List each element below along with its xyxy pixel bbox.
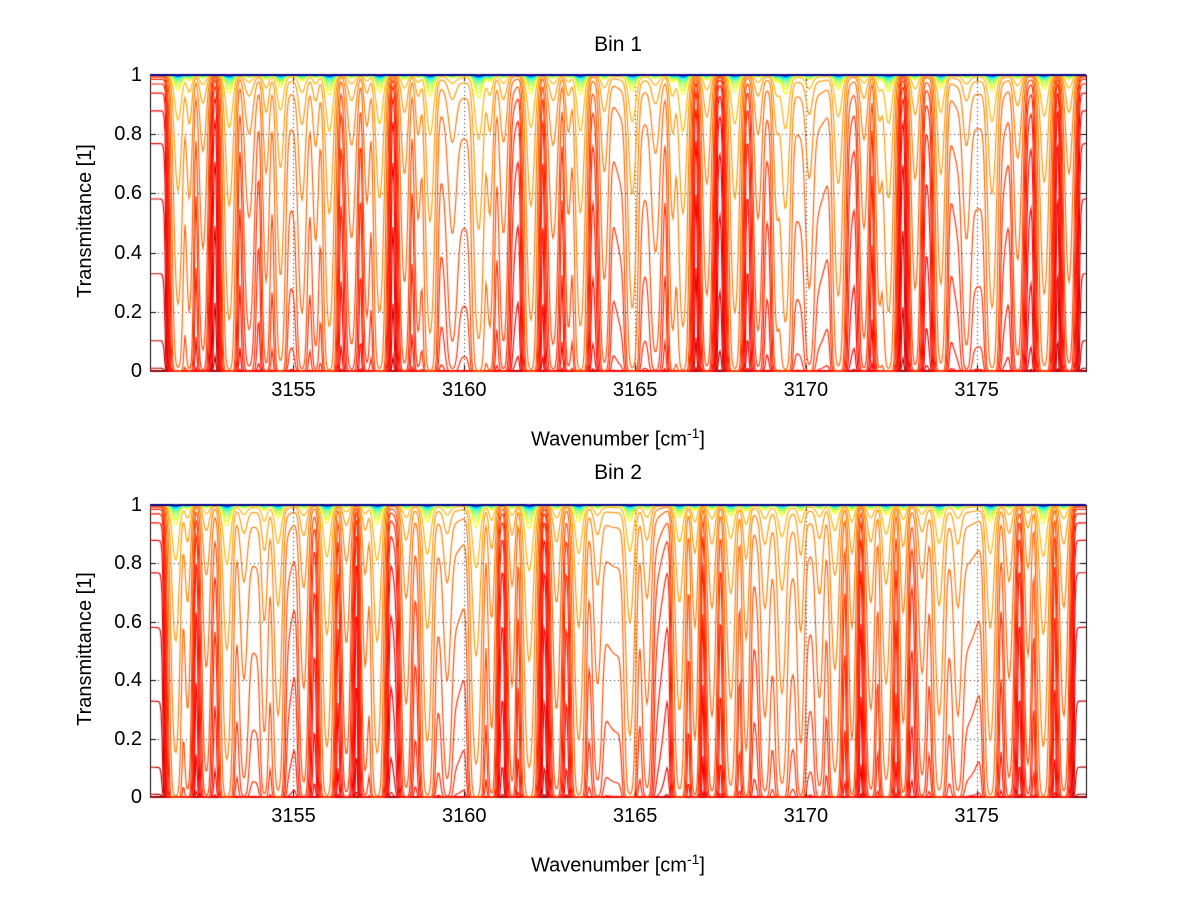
y-tick-label: 0.4 <box>114 241 142 264</box>
y-tick-label: 0.8 <box>114 123 142 146</box>
bin1-y-axis-label: Transmittance [1] <box>74 144 96 298</box>
x-tick-label: 3160 <box>442 379 487 401</box>
x-tick-label: 3155 <box>271 379 316 401</box>
x-tick-label: 3175 <box>954 379 999 401</box>
bin1-x-axis-label: Wavenumber [cm-1] <box>531 425 705 451</box>
y-tick-label: 0.4 <box>114 669 142 692</box>
x-tick-label: 3165 <box>612 805 658 827</box>
y-tick-label: 0.6 <box>114 182 142 205</box>
bin2-y-axis-label: Transmittance [1] <box>74 572 96 726</box>
y-tick-label: 0 <box>130 786 142 808</box>
bin2-title: Bin 2 <box>594 461 642 484</box>
y-tick-label: 0 <box>130 360 142 382</box>
y-tick-label: 0.6 <box>114 610 142 633</box>
x-tick-label: 3165 <box>612 379 658 401</box>
x-tick-label: 3160 <box>442 805 487 827</box>
y-tick-label: 1 <box>130 494 142 516</box>
y-tick-label: 0.2 <box>114 300 142 323</box>
x-tick-label: 3170 <box>783 379 829 401</box>
x-tick-label: 3170 <box>783 805 829 827</box>
bin2-x-axis-label: Wavenumber [cm-1] <box>531 851 705 877</box>
x-tick-label: 3155 <box>271 805 316 827</box>
y-tick-label: 0.2 <box>114 727 142 750</box>
y-tick-label: 1 <box>130 64 142 86</box>
y-tick-label: 0.8 <box>114 552 142 575</box>
bin1-title: Bin 1 <box>594 33 642 56</box>
x-tick-label: 3175 <box>954 805 999 827</box>
